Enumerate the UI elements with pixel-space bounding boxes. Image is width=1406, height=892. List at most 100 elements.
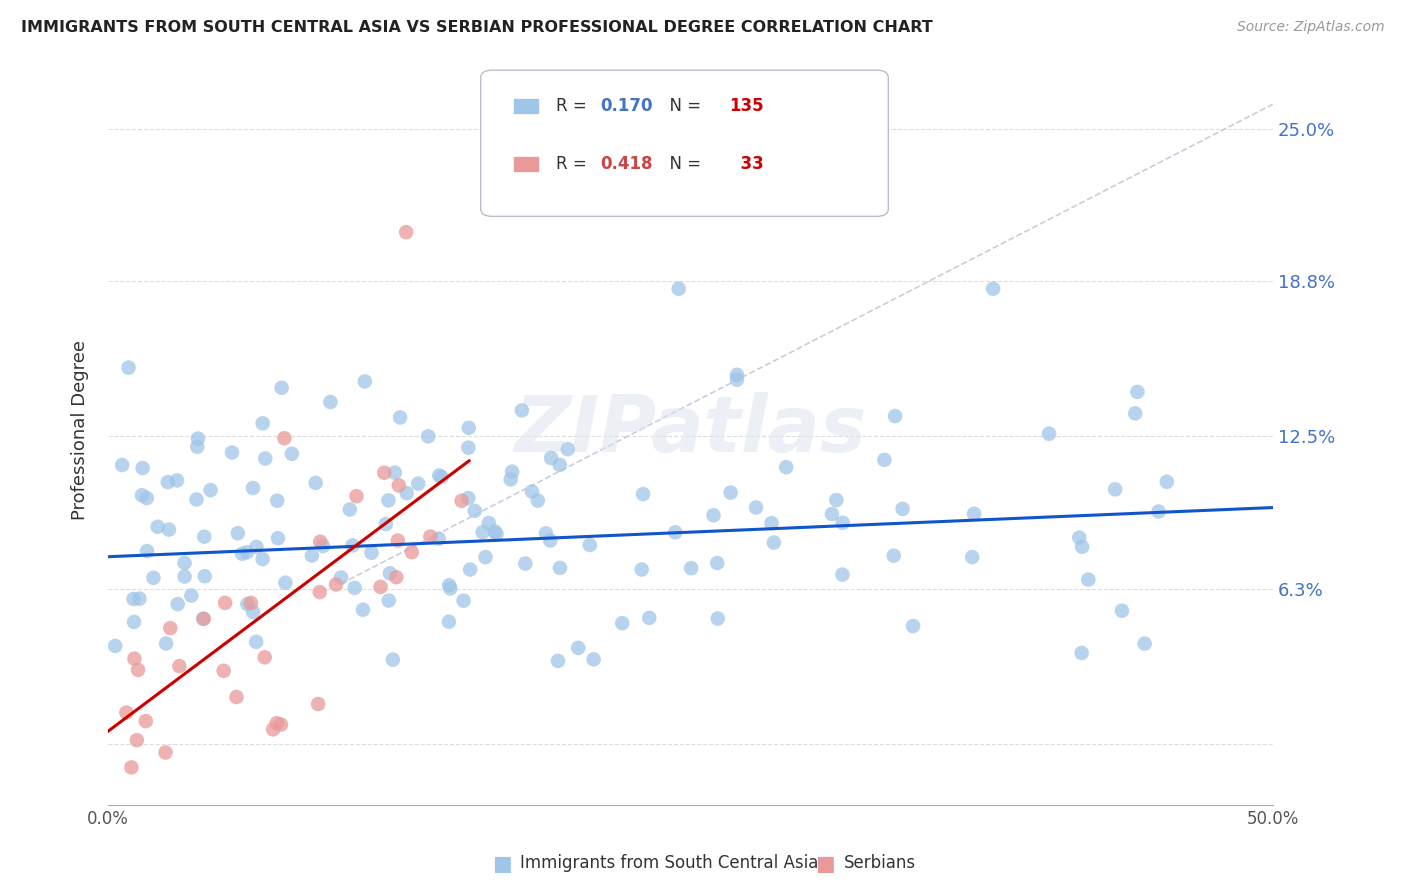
Point [270, 717, 292, 731]
Point [520, 484, 543, 499]
Point [538, 533, 561, 548]
Point [353, 375, 375, 389]
Point [104, 639, 127, 653]
Point [901, 619, 924, 633]
Point [186, 492, 208, 507]
Text: 0.418: 0.418 [600, 155, 654, 173]
Point [342, 538, 364, 552]
Point [630, 562, 652, 576]
Point [309, 534, 332, 549]
Point [515, 557, 537, 571]
Point [360, 546, 382, 560]
Point [960, 550, 983, 565]
Point [706, 556, 728, 570]
Point [281, 447, 304, 461]
Point [157, 523, 180, 537]
Point [236, 597, 259, 611]
Point [225, 690, 247, 704]
Point [406, 476, 429, 491]
Point [120, 760, 142, 774]
Point [1038, 426, 1060, 441]
Point [301, 549, 323, 563]
Text: 135: 135 [728, 97, 763, 115]
Point [115, 706, 138, 720]
Point [1077, 573, 1099, 587]
Point [401, 545, 423, 559]
Point [1071, 540, 1094, 554]
Point [664, 525, 686, 540]
Point [725, 373, 748, 387]
Point [548, 458, 571, 472]
Point [567, 640, 589, 655]
Point [499, 472, 522, 486]
Point [212, 664, 235, 678]
Point [122, 615, 145, 629]
Point [252, 552, 274, 566]
Point [135, 491, 157, 505]
Point [156, 475, 179, 489]
Point [155, 636, 177, 650]
Point [308, 585, 330, 599]
FancyBboxPatch shape [513, 155, 538, 172]
Point [395, 486, 418, 500]
Point [474, 550, 496, 565]
Point [307, 697, 329, 711]
Point [981, 282, 1004, 296]
Point [173, 569, 195, 583]
Point [427, 532, 450, 546]
Point [128, 591, 150, 606]
Point [266, 716, 288, 731]
Point [706, 611, 728, 625]
Point [236, 545, 259, 559]
Point [111, 458, 134, 472]
Point [231, 547, 253, 561]
Point [510, 403, 533, 417]
Y-axis label: Professional Degree: Professional Degree [72, 340, 89, 520]
Point [775, 460, 797, 475]
Point [761, 516, 783, 531]
Text: Source: ZipAtlas.com: Source: ZipAtlas.com [1237, 20, 1385, 34]
FancyBboxPatch shape [481, 70, 889, 217]
Point [117, 360, 139, 375]
Point [221, 445, 243, 459]
Point [884, 409, 907, 423]
Point [453, 593, 475, 607]
Text: ZIPatlas: ZIPatlas [515, 392, 866, 468]
Point [745, 500, 768, 515]
Point [266, 493, 288, 508]
Point [1111, 604, 1133, 618]
Point [193, 612, 215, 626]
Point [186, 440, 208, 454]
Point [370, 580, 392, 594]
Point [319, 395, 342, 409]
Point [325, 577, 347, 591]
Text: Serbians: Serbians [844, 855, 915, 872]
Point [430, 470, 453, 484]
Point [242, 481, 264, 495]
Point [395, 225, 418, 239]
Point [169, 659, 191, 673]
Point [155, 746, 177, 760]
Point [384, 466, 406, 480]
Point [891, 502, 914, 516]
Point [631, 487, 654, 501]
Point [638, 611, 661, 625]
Point [458, 562, 481, 576]
Point [419, 529, 441, 543]
Point [681, 561, 703, 575]
Point [166, 597, 188, 611]
Point [547, 654, 569, 668]
Point [127, 663, 149, 677]
Point [191, 612, 214, 626]
Point [582, 652, 605, 666]
Point [1147, 504, 1170, 518]
Point [831, 567, 853, 582]
Point [389, 410, 412, 425]
Point [214, 596, 236, 610]
Point [125, 733, 148, 747]
Point [702, 508, 724, 523]
Text: Immigrants from South Central Asia: Immigrants from South Central Asia [520, 855, 818, 872]
Point [352, 603, 374, 617]
Point [427, 468, 450, 483]
Point [450, 493, 472, 508]
